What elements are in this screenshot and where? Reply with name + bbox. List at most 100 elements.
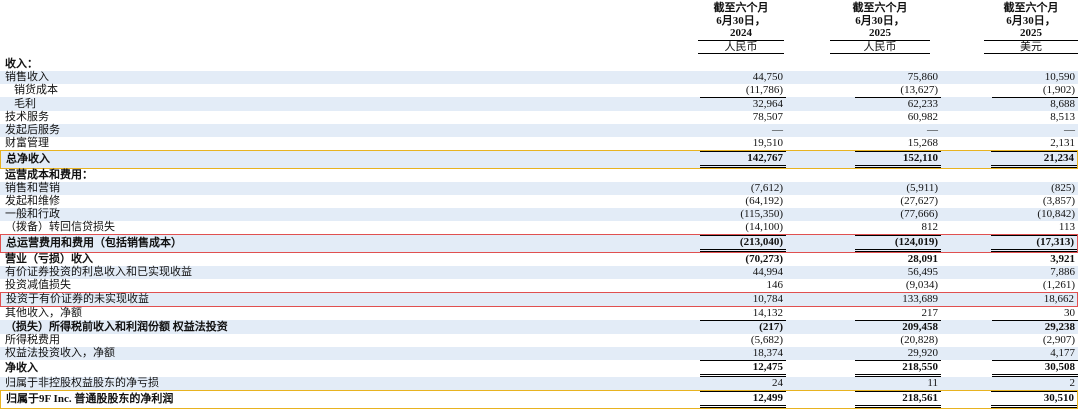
table-row: 所得税费用 (5,682) (20,828) (2,907) <box>0 334 1078 347</box>
value-cell: (14,100) <box>690 221 786 234</box>
row-label: 其他收入，净额 <box>5 307 82 319</box>
value: 30,508 <box>992 360 1078 377</box>
value: 113 <box>1058 221 1075 233</box>
value-cell: (3,857) <box>941 195 1078 208</box>
value: 142,767 <box>700 151 786 168</box>
value-cell: (9,034) <box>786 279 941 292</box>
value-cell: (17,313) <box>941 234 1078 253</box>
value-cell: 30,508 <box>941 360 1078 377</box>
table-row: 发起和维修 (64,192) (27,627) (3,857) <box>0 195 1078 208</box>
value: 146 <box>766 279 784 291</box>
row-label: 销货成本 <box>14 84 58 96</box>
value-cell <box>786 58 941 71</box>
table-row: 权益法投资收入，净额 18,374 29,920 4,177 <box>0 347 1078 360</box>
value: 29,238 <box>992 320 1078 334</box>
value-cell: (11,786) <box>690 84 786 97</box>
value-cell: 10,590 <box>941 71 1078 84</box>
value-cell: (77,666) <box>786 208 941 221</box>
table-row: 营业（亏损）收入 (70,273) 28,091 3,921 <box>0 253 1078 266</box>
value-cell: — <box>786 124 941 137</box>
header-currency: 人民币 <box>698 39 784 54</box>
value: 21,234 <box>991 151 1077 168</box>
value-cell: 78,507 <box>690 111 786 124</box>
value-cell: 3,921 <box>941 253 1078 266</box>
table-row: 技术服务 78,507 60,982 8,513 <box>0 111 1078 124</box>
table-row: 净收入 12,475 218,550 30,508 <box>0 360 1078 377</box>
value: 10,784 <box>752 293 783 305</box>
value: 4,177 <box>1050 347 1075 359</box>
header-period: 截至六个月 <box>713 2 769 14</box>
row-label: 所得税费用 <box>5 334 60 346</box>
row-label: 营业（亏损）收入 <box>5 253 93 265</box>
value-cell: (115,350) <box>690 208 786 221</box>
value: 62,233 <box>855 97 941 111</box>
value: (124,019) <box>855 235 941 252</box>
header-year: 2025 <box>1020 27 1042 39</box>
value-cell: 2,131 <box>941 137 1078 150</box>
value: 152,110 <box>855 151 941 168</box>
value: (1,902) <box>1042 84 1075 96</box>
value: 2 <box>1069 377 1076 389</box>
value-cell: 4,177 <box>941 347 1078 360</box>
table-row: 发起后服务 — — — <box>0 124 1078 137</box>
income-statement: 收入： 销售收入 44,750 75,860 10,590 销货成本 (11,786) (13… <box>0 58 1078 409</box>
value-cell: 14,132 <box>690 307 786 320</box>
value: (217) <box>700 320 786 334</box>
value: (5,911) <box>906 182 938 194</box>
value-cell: 21,234 <box>941 150 1078 169</box>
value: 10,590 <box>1044 71 1075 83</box>
value: 133,689 <box>902 293 938 305</box>
value: 2,131 <box>1050 137 1075 149</box>
value: (1,261) <box>1042 279 1075 291</box>
value-cell: 12,499 <box>690 390 786 409</box>
value: (77,666) <box>900 208 938 220</box>
value: 24 <box>772 377 783 389</box>
value-cell: 142,767 <box>690 150 786 169</box>
value-cell: 44,994 <box>690 266 786 279</box>
value-cell: 113 <box>941 221 1078 234</box>
value: 217 <box>921 307 939 319</box>
row-label: 权益法投资收入，净额 <box>0 347 690 360</box>
value-cell <box>941 58 1078 71</box>
value-cell: 152,110 <box>786 150 941 169</box>
value-cell: (5,682) <box>690 334 786 347</box>
value: 19,510 <box>752 137 783 149</box>
value: (20,828) <box>900 334 938 346</box>
table-row: 销货成本 (11,786) (13,627) (1,902) <box>0 84 1078 97</box>
value: 209,458 <box>855 320 941 334</box>
value: 44,994 <box>752 266 783 278</box>
table-row: 运营成本和费用： <box>0 169 1078 182</box>
value-cell: (27,627) <box>786 195 941 208</box>
value-cell: (7,612) <box>690 182 786 195</box>
value-cell: (5,911) <box>786 182 941 195</box>
header-year: 2025 <box>869 27 891 39</box>
value: 14,132 <box>752 307 783 319</box>
header-period: 截至六个月 <box>1003 2 1059 14</box>
value: 29,920 <box>907 347 938 359</box>
table-row: 归属于9F Inc. 普通股股东的净利润 12,499 218,561 30,510 <box>0 390 1078 409</box>
value: 44,750 <box>752 71 783 83</box>
value-cell: 30,510 <box>941 390 1078 409</box>
table-row: 总净收入 142,767 152,110 21,234 <box>0 150 1078 169</box>
value-cell: (2,907) <box>941 334 1078 347</box>
row-label: 净收入 <box>5 362 38 374</box>
header-currency: 人民币 <box>830 39 930 54</box>
row-label: 总运营费用和费用（包括销售成本） <box>0 234 690 253</box>
header-date: 6月30日， <box>716 14 766 27</box>
value-cell: 8,688 <box>941 97 1078 111</box>
value-cell: (20,828) <box>786 334 941 347</box>
row-label: 销售和营销 <box>0 182 690 195</box>
value-cell: 218,561 <box>786 390 941 409</box>
value: (213,040) <box>700 235 786 252</box>
value: 60,982 <box>907 111 938 123</box>
value-cell <box>786 169 941 182</box>
value: 18,662 <box>1043 293 1074 305</box>
value-cell: (10,842) <box>941 208 1078 221</box>
row-label: 投资减值损失 <box>5 279 71 291</box>
row-label: 有价证券投资的利息收入和已实现收益 <box>0 266 690 279</box>
value: 8,688 <box>992 97 1078 111</box>
row-label: （损失）所得税前收入和利润份额 权益法投资 <box>0 320 690 334</box>
value: 8,513 <box>1050 111 1075 123</box>
value-cell: 29,238 <box>941 320 1078 334</box>
column-header: 截至六个月 6月30日， 2025 人民币 <box>830 2 930 54</box>
